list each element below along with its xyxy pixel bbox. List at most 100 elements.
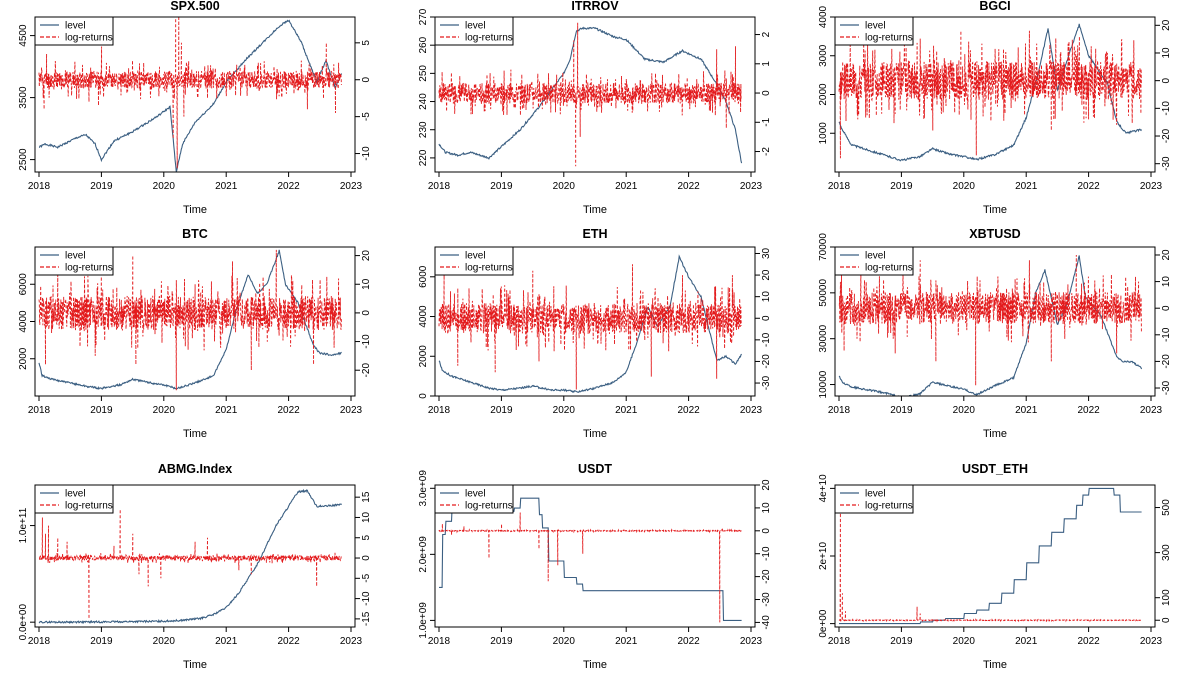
series-level-line [438, 254, 743, 394]
right-y-tick-label: -15 [361, 611, 372, 626]
right-y-tick-label: -20 [361, 363, 372, 378]
series-level-line [839, 487, 1142, 625]
legend-label: log-returns [65, 263, 113, 274]
left-y-tick-label: 4000 [418, 305, 429, 328]
legend-label: level [65, 21, 86, 32]
left-y-tick-label: 6000 [418, 265, 429, 288]
left-y-tick-label: 260 [418, 36, 429, 53]
right-y-tick-label: -20 [761, 354, 772, 369]
left-y-tick-label: 10000 [818, 370, 829, 398]
panel-title: ETH [583, 227, 608, 241]
x-tick-label: 2021 [615, 636, 638, 647]
legend-box [834, 16, 914, 46]
panel-title: ABMG.Index [158, 462, 232, 476]
right-y-tick-label: 10 [761, 502, 772, 514]
left-y-tick-label: 250 [418, 65, 429, 82]
right-y-tick-label: 0 [761, 528, 772, 534]
panel-title: USDT_ETH [962, 462, 1028, 476]
right-y-tick-label: 20 [761, 269, 772, 281]
x-tick-label: 2019 [90, 181, 113, 192]
x-tick-label: 2018 [28, 405, 51, 416]
left-y-tick-label: 2000 [18, 347, 29, 370]
plot-frame [434, 246, 756, 397]
right-y-tick-label: -10 [361, 146, 372, 161]
left-y-tick-label: 0e+00 [818, 609, 829, 638]
legend-box [34, 246, 114, 276]
x-tick-label: 2022 [677, 181, 700, 192]
series-log-returns-line [838, 502, 1142, 623]
x-tick-label: 2018 [828, 636, 851, 647]
right-y-tick-label: -10 [361, 591, 372, 606]
right-y-tick-label: 500 [1161, 499, 1172, 516]
x-tick-label: 2018 [28, 181, 51, 192]
x-tick-label: 2020 [153, 181, 176, 192]
series-log-returns-line [38, 509, 342, 619]
legend-box [434, 16, 514, 46]
x-tick-label: 2018 [828, 181, 851, 192]
right-y-tick-label: 0 [1161, 617, 1172, 623]
left-y-tick-label: 3.0e+09 [418, 470, 429, 507]
right-y-tick-label: 0 [1161, 305, 1172, 311]
left-y-tick-label: 2000 [818, 83, 829, 106]
left-y-tick-label: 220 [418, 149, 429, 166]
right-y-tick-label: -30 [1161, 380, 1172, 395]
right-y-tick-label: 10 [1161, 276, 1172, 288]
plot-frame [34, 484, 356, 628]
right-y-tick-label: 10 [361, 511, 372, 523]
left-y-tick-label: 4000 [18, 310, 29, 333]
series-log-returns-line [438, 22, 742, 167]
x-tick-label: 2018 [428, 405, 451, 416]
left-y-tick-label: 1.0e+11 [18, 507, 29, 543]
panel-spx-500: SPX.500 2018 2019 2020 2021 2022 2023 Time 2500 3… [18, 0, 372, 216]
x-tick-label: 2023 [1140, 405, 1163, 416]
right-y-tick-label: -10 [761, 332, 772, 347]
right-y-tick-label: -5 [361, 112, 372, 121]
right-y-tick-label: -2 [761, 147, 772, 156]
right-y-tick-label: 20 [1161, 249, 1172, 261]
right-y-tick-label: 30 [761, 247, 772, 259]
left-y-tick-label: 1000 [818, 122, 829, 145]
x-tick-label: 2021 [215, 181, 238, 192]
x-tick-label: 2020 [153, 405, 176, 416]
plot-frame [834, 246, 1156, 397]
legend-label: level [465, 251, 486, 262]
left-y-tick-label: 70000 [818, 233, 829, 261]
x-tick-label: 2023 [740, 405, 763, 416]
x-tick-label: 2019 [90, 405, 113, 416]
legend-label: log-returns [865, 263, 913, 274]
x-tick-label: 2023 [340, 181, 363, 192]
right-y-tick-label: -5 [361, 573, 372, 582]
series-level-line [38, 488, 342, 625]
x-tick-label: 2019 [90, 636, 113, 647]
x-axis-label: Time [583, 204, 607, 216]
x-tick-label: 2019 [490, 405, 513, 416]
panel-title: BGCI [979, 0, 1010, 13]
panel-title: BTC [182, 227, 208, 241]
panel-btc: BTC 2018 2019 2020 2021 2022 2023 Time 2000 4000 6… [18, 227, 372, 440]
x-tick-label: 2022 [277, 636, 300, 647]
right-y-tick-label: -10 [1161, 101, 1172, 116]
legend-label: level [65, 489, 86, 500]
plot-frame [434, 16, 756, 173]
x-tick-label: 2020 [553, 405, 576, 416]
x-tick-label: 2022 [1077, 636, 1100, 647]
x-tick-label: 2023 [740, 636, 763, 647]
x-tick-label: 2020 [953, 181, 976, 192]
x-tick-label: 2021 [615, 405, 638, 416]
legend-box [434, 484, 514, 514]
right-y-tick-label: 300 [1161, 544, 1172, 561]
plot-frame [34, 16, 356, 173]
legend-label: level [865, 21, 886, 32]
right-y-tick-label: 5 [361, 535, 372, 541]
left-y-tick-label: 270 [418, 8, 429, 25]
x-axis-label: Time [583, 428, 607, 440]
panel-bgci: BGCI 2018 2019 2020 2021 2022 2023 Time 1000 2000… [818, 0, 1172, 216]
x-tick-label: 2019 [890, 636, 913, 647]
panel-usdt-eth: USDT_ETH 2018 2019 2020 2021 2022 2023 Time 0e+0… [818, 462, 1172, 671]
